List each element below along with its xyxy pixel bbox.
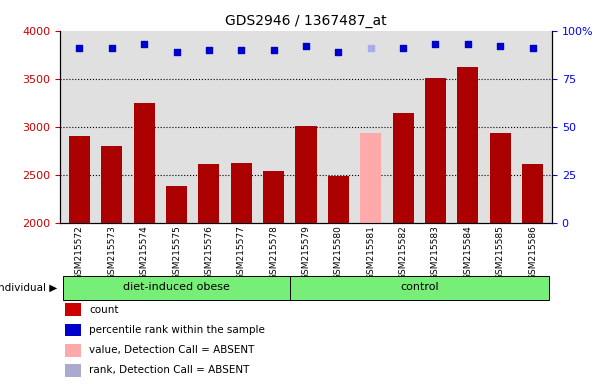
Bar [231, 163, 252, 223]
Bar [63, 276, 290, 300]
Point [139, 41, 149, 47]
Bar [522, 164, 543, 223]
Text: GSM215583: GSM215583 [431, 225, 440, 280]
Point [463, 41, 473, 47]
Text: GSM215581: GSM215581 [366, 225, 375, 280]
Bar [101, 146, 122, 223]
Bar [295, 126, 317, 223]
Text: GSM215575: GSM215575 [172, 225, 181, 280]
Text: GSM215573: GSM215573 [107, 225, 116, 280]
Title: GDS2946 / 1367487_at: GDS2946 / 1367487_at [225, 14, 387, 28]
Text: diet-induced obese: diet-induced obese [123, 283, 230, 293]
Text: GSM215572: GSM215572 [75, 225, 84, 280]
Bar [490, 134, 511, 223]
Text: count: count [89, 305, 119, 315]
Text: individual ▶: individual ▶ [0, 283, 57, 293]
Point [301, 43, 311, 49]
Text: rank, Detection Call = ABSENT: rank, Detection Call = ABSENT [89, 365, 250, 375]
Text: GSM215586: GSM215586 [528, 225, 537, 280]
Text: GSM215584: GSM215584 [463, 225, 472, 280]
Bar [199, 164, 220, 223]
Point [204, 47, 214, 53]
Text: value, Detection Call = ABSENT: value, Detection Call = ABSENT [89, 345, 254, 355]
Bar [166, 186, 187, 223]
Text: GSM215576: GSM215576 [205, 225, 214, 280]
Text: GSM215579: GSM215579 [302, 225, 311, 280]
Bar [457, 67, 478, 223]
Point [528, 45, 538, 51]
Point [236, 47, 246, 53]
Point [366, 45, 376, 51]
Text: GSM215578: GSM215578 [269, 225, 278, 280]
Point [398, 45, 408, 51]
Bar [425, 78, 446, 223]
Bar [263, 171, 284, 223]
Point [107, 45, 116, 51]
Point [74, 45, 84, 51]
Text: control: control [400, 283, 439, 293]
Bar [290, 276, 549, 300]
Point [269, 47, 278, 53]
Bar [69, 136, 90, 223]
Point [334, 49, 343, 55]
Bar [360, 134, 381, 223]
Bar [65, 323, 81, 336]
Bar [65, 303, 81, 316]
Bar [328, 176, 349, 223]
Text: GSM215585: GSM215585 [496, 225, 505, 280]
Text: GSM215580: GSM215580 [334, 225, 343, 280]
Text: GSM215574: GSM215574 [140, 225, 149, 280]
Bar [392, 113, 413, 223]
Text: percentile rank within the sample: percentile rank within the sample [89, 325, 265, 335]
Text: GSM215582: GSM215582 [398, 225, 407, 280]
Bar [65, 344, 81, 357]
Point [172, 49, 181, 55]
Bar [65, 364, 81, 377]
Point [431, 41, 440, 47]
Bar [134, 103, 155, 223]
Point [496, 43, 505, 49]
Text: GSM215577: GSM215577 [237, 225, 246, 280]
